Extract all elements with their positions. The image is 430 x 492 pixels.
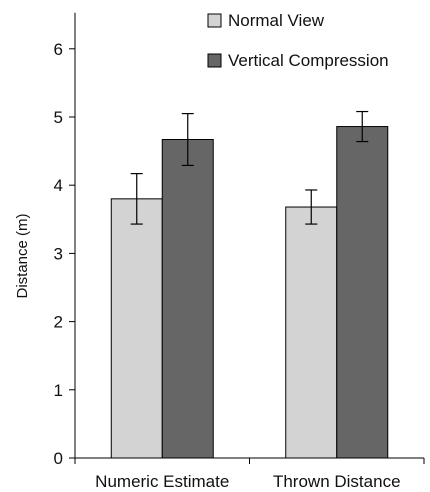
legend-swatch-normal-view	[207, 13, 222, 28]
bar-normal-view-numeric-estimate	[110, 198, 163, 459]
bar-vertical-compression-numeric-estimate	[161, 139, 214, 459]
y-axis: 0 1 2 3 4 5 6	[54, 12, 76, 468]
y-tick-label: 0	[54, 449, 63, 468]
y-tick-label: 2	[54, 313, 63, 332]
y-tick-label: 4	[54, 176, 63, 195]
x-category-label: Thrown Distance	[273, 472, 401, 491]
y-tick-label: 1	[54, 381, 63, 400]
y-tick-label: 3	[54, 244, 63, 263]
legend: Normal View Vertical Compression	[207, 11, 389, 70]
x-axis: Numeric Estimate Thrown Distance	[74, 457, 425, 491]
y-axis-label: Distance (m)	[14, 213, 31, 298]
bar-vertical-compression-thrown-distance	[336, 126, 389, 459]
bar-normal-view-thrown-distance	[285, 206, 338, 459]
x-category-label: Numeric Estimate	[95, 472, 229, 491]
bars	[110, 126, 389, 459]
y-tick-label: 5	[54, 108, 63, 127]
error-bars	[130, 110, 369, 225]
legend-swatch-vertical-compression	[207, 53, 222, 68]
y-tick-label: 6	[54, 40, 63, 59]
legend-label-vertical-compression: Vertical Compression	[228, 51, 389, 70]
legend-label-normal-view: Normal View	[228, 11, 325, 30]
